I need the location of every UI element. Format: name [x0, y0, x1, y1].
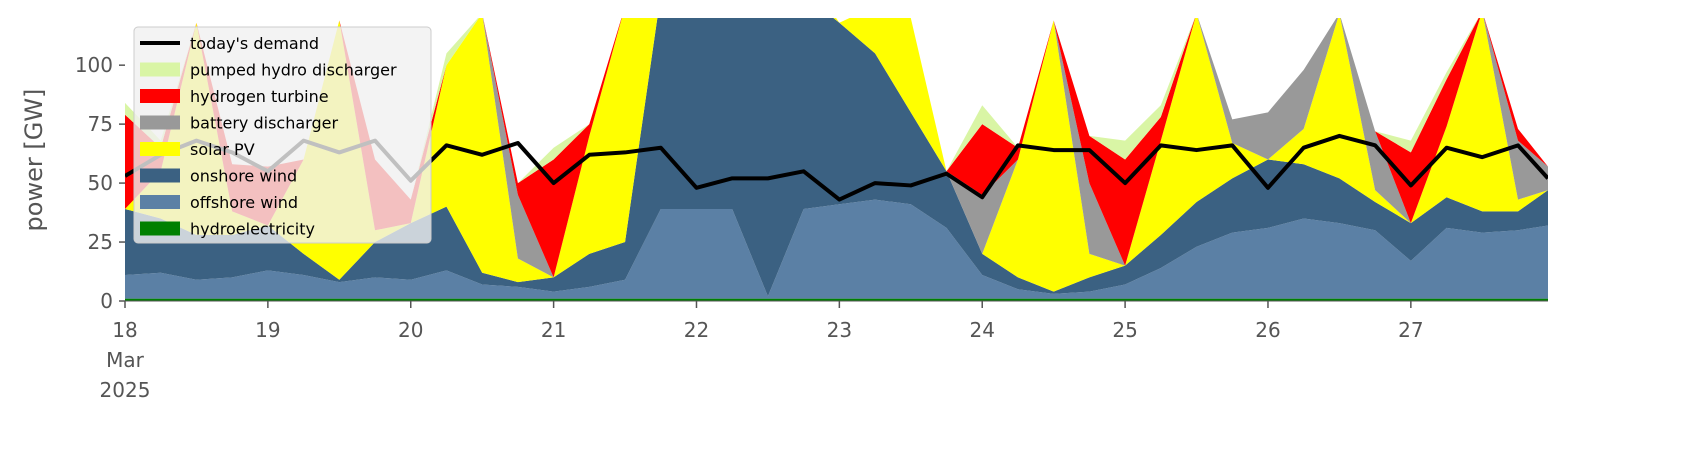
- plot-area: [125, 18, 1548, 301]
- x-tick-label: 26: [1255, 318, 1280, 342]
- area: [125, 18, 1548, 292]
- x-tick-label: 21: [541, 318, 566, 342]
- legend-label: hydroelectricity: [190, 220, 315, 239]
- y-tick-label: 100: [75, 53, 113, 77]
- legend-label: hydrogen turbine: [190, 87, 329, 106]
- x-tick-label: 24: [970, 318, 995, 342]
- legend-swatch: [140, 89, 180, 103]
- x-tick-label: 23: [827, 318, 852, 342]
- legend-label: onshore wind: [190, 167, 297, 186]
- legend-box: [133, 26, 432, 244]
- x-tick-label: 20: [398, 318, 423, 342]
- legend-label: offshore wind: [190, 193, 298, 212]
- x-date-label: Mar: [106, 348, 145, 372]
- y-tick-label: 25: [88, 230, 113, 254]
- area: [125, 298, 1548, 301]
- legend-label: battery discharger: [190, 114, 338, 133]
- legend-swatch: [140, 195, 180, 209]
- y-tick-label: 75: [88, 112, 113, 136]
- y-tick-label: 0: [100, 289, 113, 313]
- x-tick-label: 25: [1112, 318, 1137, 342]
- x-tick-label: 19: [255, 318, 280, 342]
- legend-swatch: [140, 142, 180, 156]
- legend-swatch: [140, 62, 180, 77]
- area: [125, 18, 1548, 278]
- legend-swatch: [140, 221, 180, 236]
- area: [125, 18, 1548, 297]
- legend-swatch: [140, 115, 180, 130]
- y-axis-label: power [GW]: [20, 89, 48, 232]
- y-tick-label: 50: [88, 171, 113, 195]
- x-tick-label: 18: [112, 318, 137, 342]
- legend-label: pumped hydro discharger: [190, 61, 397, 80]
- x-tick-label: 27: [1398, 318, 1423, 342]
- legend-swatch: [140, 168, 180, 183]
- area: [125, 199, 1548, 299]
- x-tick-label: 22: [684, 318, 709, 342]
- legend-label: solar PV: [190, 140, 255, 159]
- legend-label: today's demand: [190, 34, 319, 53]
- x-date-label: 2025: [100, 378, 151, 402]
